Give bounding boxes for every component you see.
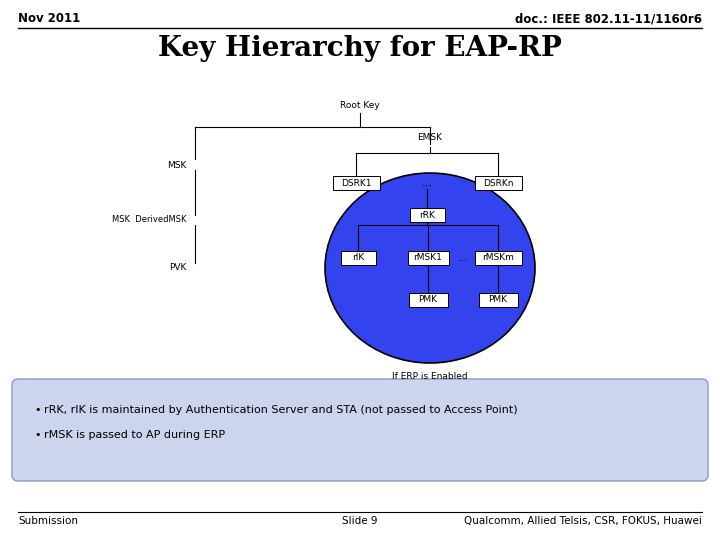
FancyBboxPatch shape [408,251,449,265]
FancyBboxPatch shape [333,176,379,190]
Text: •: • [34,430,40,440]
Text: MSK  DerivedMSK: MSK DerivedMSK [112,215,187,225]
FancyBboxPatch shape [408,293,448,307]
Text: rMSKm: rMSKm [482,253,514,262]
FancyBboxPatch shape [474,176,521,190]
Text: Root Key: Root Key [340,101,380,110]
FancyBboxPatch shape [410,208,444,222]
Text: If ERP is Enabled: If ERP is Enabled [392,372,468,381]
Text: DSRK1: DSRK1 [341,179,372,187]
Text: rMSK1: rMSK1 [413,253,442,262]
Text: DSRKn: DSRKn [482,179,513,187]
Text: •: • [34,405,40,415]
Text: PVK: PVK [170,264,187,273]
Text: ...: ... [458,253,469,263]
Text: PMK: PMK [488,295,508,305]
FancyBboxPatch shape [341,251,376,265]
Text: Key Hierarchy for EAP-RP: Key Hierarchy for EAP-RP [158,35,562,62]
Text: Nov 2011: Nov 2011 [18,12,80,25]
FancyBboxPatch shape [12,379,708,481]
Text: ...: ... [422,178,433,188]
Text: Qualcomm, Allied Telsis, CSR, FOKUS, Huawei: Qualcomm, Allied Telsis, CSR, FOKUS, Hua… [464,516,702,526]
Text: rMSK is passed to AP during ERP: rMSK is passed to AP during ERP [44,430,225,440]
Text: rIK: rIK [352,253,364,262]
Text: doc.: IEEE 802.11-11/1160r6: doc.: IEEE 802.11-11/1160r6 [515,12,702,25]
Text: rRK, rIK is maintained by Authentication Server and STA (not passed to Access Po: rRK, rIK is maintained by Authentication… [44,405,518,415]
FancyBboxPatch shape [479,293,518,307]
Text: Submission: Submission [18,516,78,526]
Text: Slide 9: Slide 9 [342,516,378,526]
FancyBboxPatch shape [474,251,521,265]
Text: PMK: PMK [418,295,438,305]
Text: EMSK: EMSK [418,133,443,142]
Text: MSK: MSK [168,160,187,170]
Ellipse shape [325,173,535,363]
Text: rRK: rRK [419,211,435,219]
